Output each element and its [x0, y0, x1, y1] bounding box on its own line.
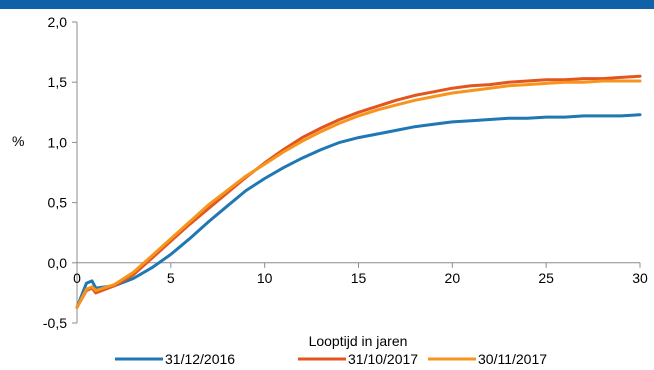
y-axis-title: %	[12, 133, 24, 149]
axes	[72, 21, 641, 324]
legend: 31/12/2016 31/10/2017 30/11/2017	[115, 351, 547, 367]
x-tick-label: 30	[632, 270, 648, 286]
x-tick-label: 20	[445, 270, 461, 286]
y-tick-label: 2,0	[48, 14, 68, 30]
y-tick-label: -0,5	[43, 315, 67, 331]
series-layer	[75, 74, 642, 309]
x-tick-label: 25	[538, 270, 554, 286]
y-tick-label: 0,0	[48, 255, 68, 271]
x-tick-label: 0	[73, 270, 81, 286]
legend-label: 31/12/2016	[165, 351, 235, 367]
x-axis-title: Looptijd in jaren	[309, 333, 408, 349]
y-tick-label: 1,0	[48, 134, 68, 150]
y-tick-label: 0,5	[48, 195, 68, 211]
x-tick-label: 5	[167, 270, 175, 286]
legend-label: 31/10/2017	[348, 351, 418, 367]
x-tick-label: 10	[257, 270, 273, 286]
header-band	[0, 0, 654, 9]
series-line	[75, 79, 642, 309]
ticks-layer: -0,5 0,0 0,5 1,0 1,5 2,0 0 5 10 15 20 25 30	[43, 14, 648, 331]
x-tick-label: 15	[351, 270, 367, 286]
series-line	[75, 74, 642, 309]
y-tick-label: 1,5	[48, 74, 68, 90]
series-line	[75, 113, 642, 309]
legend-label: 30/11/2017	[478, 351, 547, 367]
